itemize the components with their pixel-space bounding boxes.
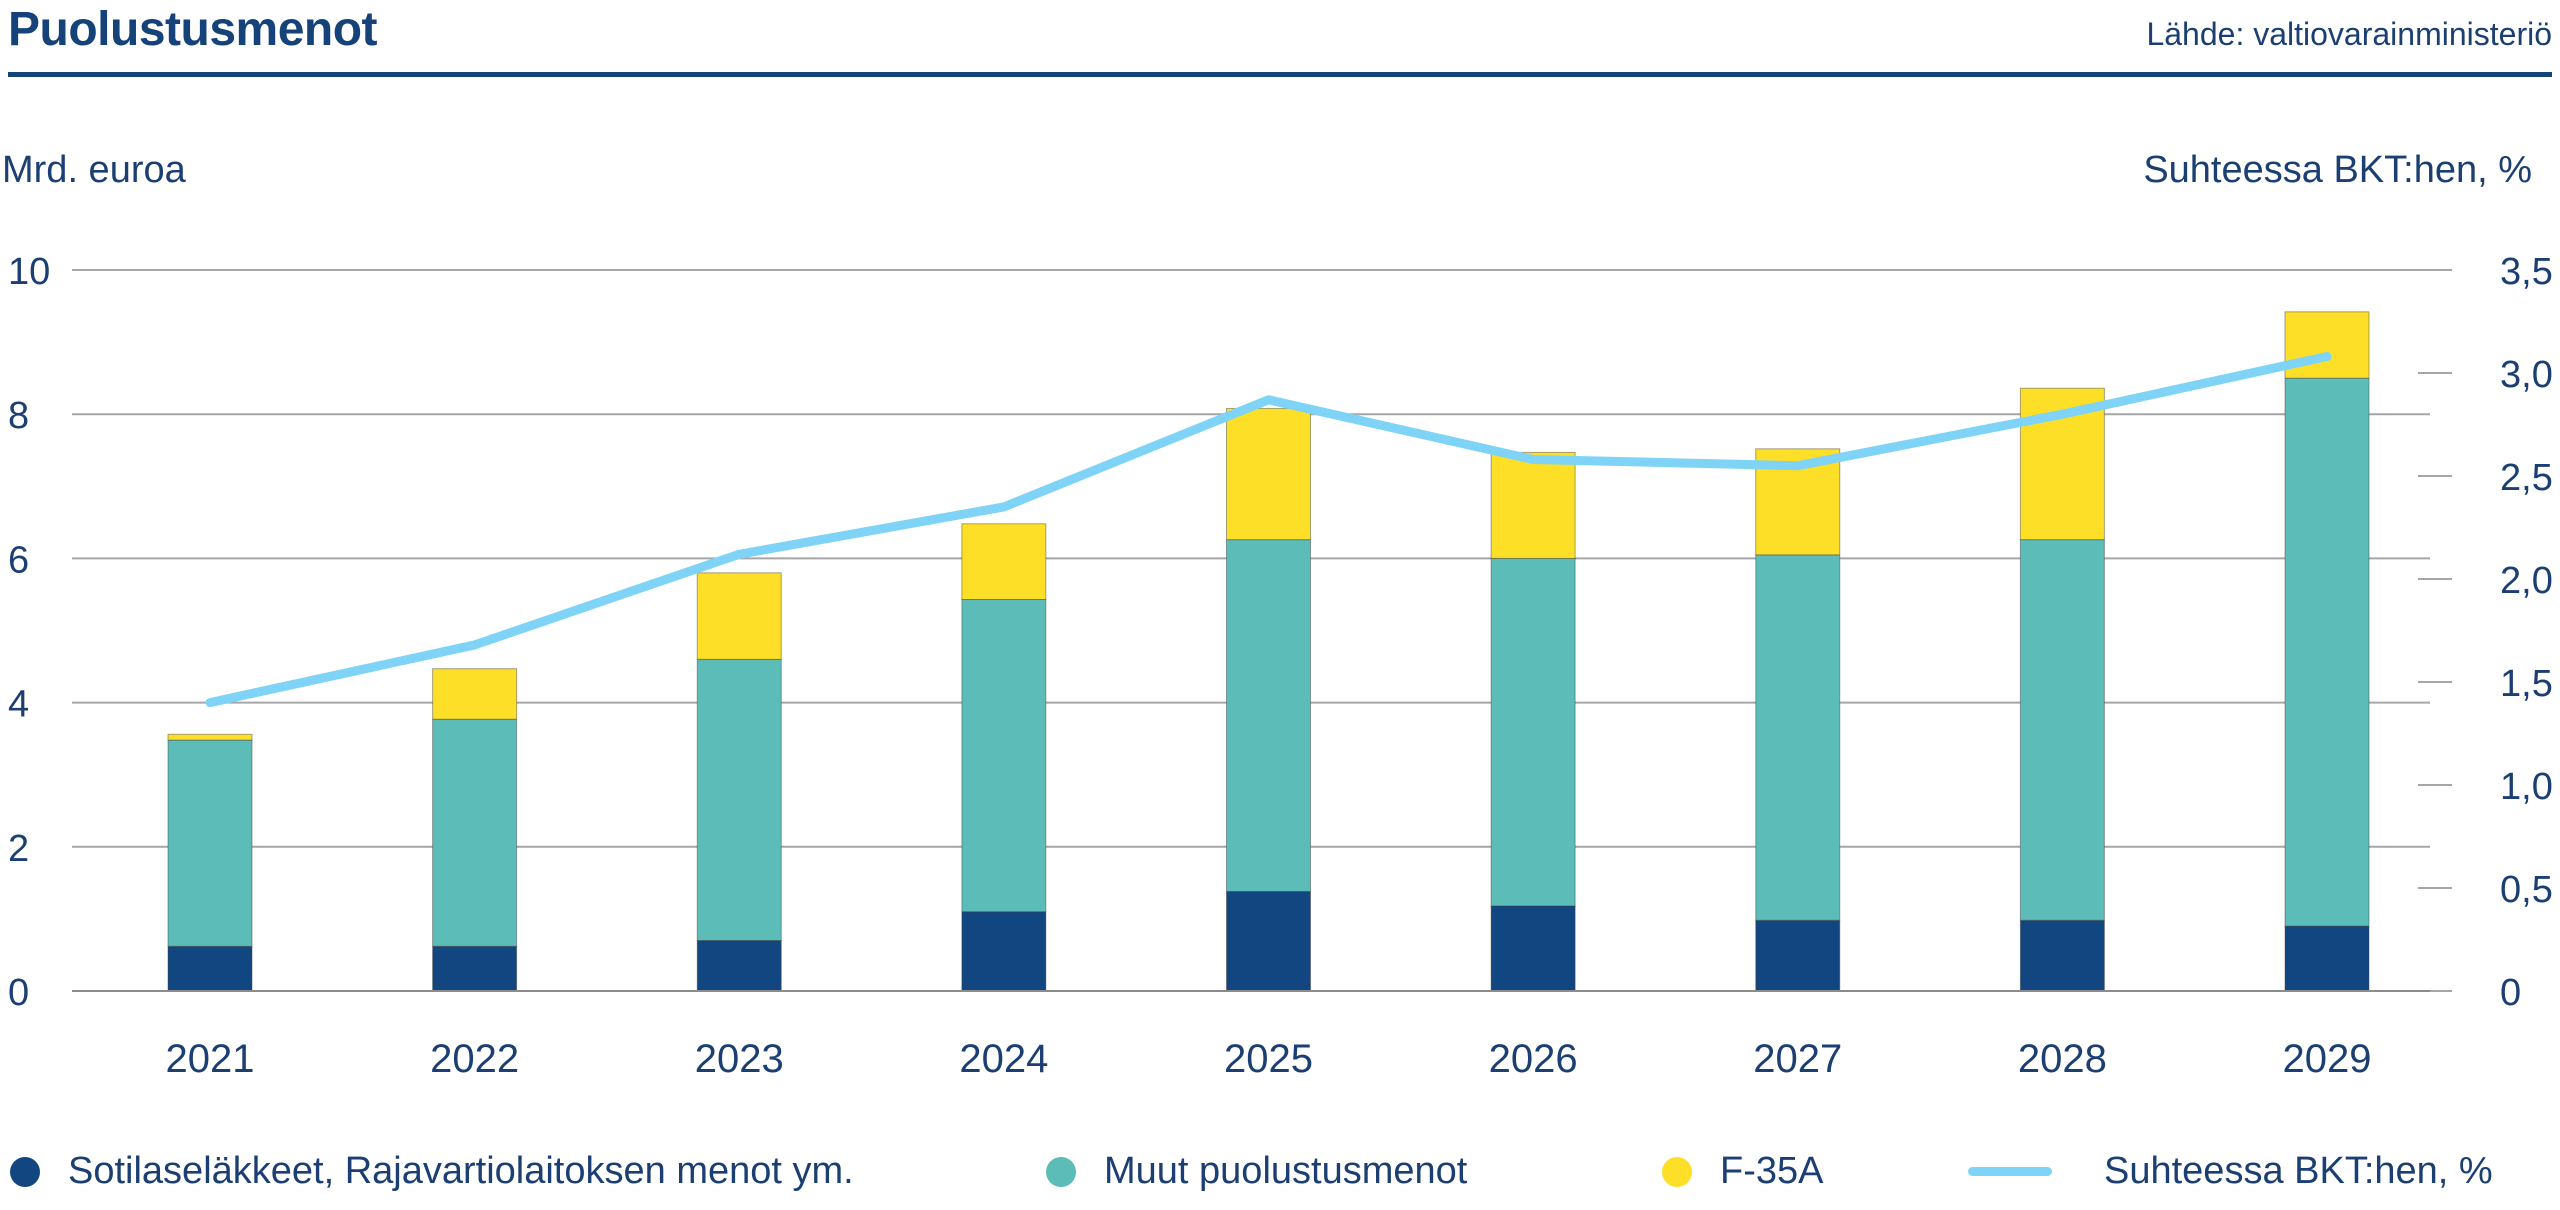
x-tick-label-2029: 2029: [2283, 1037, 2372, 1081]
legend-swatch-gdp-share: [1968, 1167, 2052, 1176]
bar-other-defense-2028: [2019, 539, 2105, 921]
chart-title: Puolustusmenot: [8, 3, 378, 56]
x-tick-label-2024: 2024: [959, 1037, 1048, 1081]
bar-f35a-2024: [961, 523, 1047, 600]
bar-f35a-2021: [167, 733, 253, 741]
bar-pensions-2028: [2019, 919, 2105, 992]
x-tick-label-2028: 2028: [2018, 1037, 2107, 1081]
bar-other-defense-2024: [961, 598, 1047, 913]
source-note: Lähde: valtiovarainministeriö: [2146, 16, 2552, 52]
right-tick-label: 0,5: [2500, 869, 2553, 911]
legend-label-f35a: F-35A: [1720, 1150, 1824, 1192]
bar-f35a-2022: [432, 668, 518, 720]
bar-f35a-2029: [2284, 311, 2370, 379]
legend: Sotilaseläkkeet, Rajavartiolaitoksen men…: [0, 1150, 2560, 1210]
bar-pensions-2022: [432, 945, 518, 992]
defense-spending-chart: Mrd. euroa Suhteessa BKT:hen, % 02468100…: [2, 149, 2553, 1081]
bar-other-defense-2022: [432, 718, 518, 947]
bar-other-defense-2021: [167, 739, 253, 947]
bar-other-defense-2025: [1226, 539, 1311, 893]
bar-pensions-2023: [696, 940, 782, 992]
legend-item-f35a: F-35A: [1662, 1150, 1823, 1193]
bar-other-defense-2026: [1490, 557, 1576, 907]
bar-pensions-2026: [1490, 905, 1576, 992]
x-tick-label-2026: 2026: [1489, 1037, 1578, 1081]
bar-f35a-2026: [1490, 451, 1576, 559]
bar-pensions-2027: [1755, 919, 1841, 992]
bar-other-defense-2023: [696, 658, 782, 942]
bar-f35a-2023: [696, 572, 782, 660]
gdp-share-polyline: [205, 352, 2332, 708]
legend-swatch-f35a: [1662, 1156, 1692, 1187]
right-tick-label: 2,5: [2500, 457, 2553, 499]
gdp-share-line: [205, 352, 2332, 708]
legend-swatch-pensions: [10, 1156, 40, 1187]
legend-swatch-other-defense: [1046, 1156, 1076, 1187]
left-tick-label: 4: [8, 684, 29, 726]
title-divider: [8, 72, 2552, 77]
left-tick-label: 10: [8, 251, 50, 293]
left-tick-label: 0: [8, 972, 29, 1014]
x-tick-label-2023: 2023: [695, 1037, 784, 1081]
right-tick-label: 0: [2500, 972, 2521, 1014]
right-tick-label: 1,5: [2500, 663, 2553, 705]
bar-other-defense-2027: [1755, 554, 1841, 921]
bar-pensions-2024: [961, 911, 1047, 992]
legend-label-other-defense: Muut puolustusmenot: [1104, 1150, 1468, 1192]
x-tick-label-2022: 2022: [430, 1037, 519, 1081]
right-tick-label: 2,0: [2500, 560, 2553, 602]
bar-other-defense-2029: [2284, 377, 2370, 927]
legend-label-pensions: Sotilaseläkkeet, Rajavartiolaitoksen men…: [68, 1150, 854, 1192]
right-axis-label: Suhteessa BKT:hen, %: [2143, 149, 2532, 191]
legend-label-gdp-share: Suhteessa BKT:hen, %: [2104, 1150, 2493, 1192]
left-tick-label: 6: [8, 539, 29, 581]
x-tick-label-2027: 2027: [1753, 1037, 1842, 1081]
bar-pensions-2029: [2284, 925, 2370, 992]
legend-item-other-defense: Muut puolustusmenot: [1046, 1150, 1467, 1193]
left-axis-label: Mrd. euroa: [2, 149, 187, 191]
legend-item-pensions: Sotilaseläkkeet, Rajavartiolaitoksen men…: [10, 1150, 854, 1193]
bar-pensions-2021: [167, 945, 253, 992]
legend-item-gdp-share: Suhteessa BKT:hen, %: [1968, 1150, 2493, 1193]
x-tick-label-2021: 2021: [166, 1037, 255, 1081]
left-tick-label: 2: [8, 828, 29, 870]
left-tick-label: 8: [8, 395, 29, 437]
right-tick-label: 3,0: [2500, 354, 2553, 396]
right-tick-label: 1,0: [2500, 766, 2553, 808]
x-tick-label-2025: 2025: [1224, 1037, 1313, 1081]
bar-f35a-2025: [1226, 407, 1311, 541]
axes: 0 2 4 6 8 10 0 0,5 1,0 1,5 2,0 2,5 3,0 3,5 2021 2022 202…: [8, 251, 2553, 1081]
bar-pensions-2025: [1226, 891, 1311, 992]
right-tick-label: 3,5: [2500, 251, 2553, 293]
